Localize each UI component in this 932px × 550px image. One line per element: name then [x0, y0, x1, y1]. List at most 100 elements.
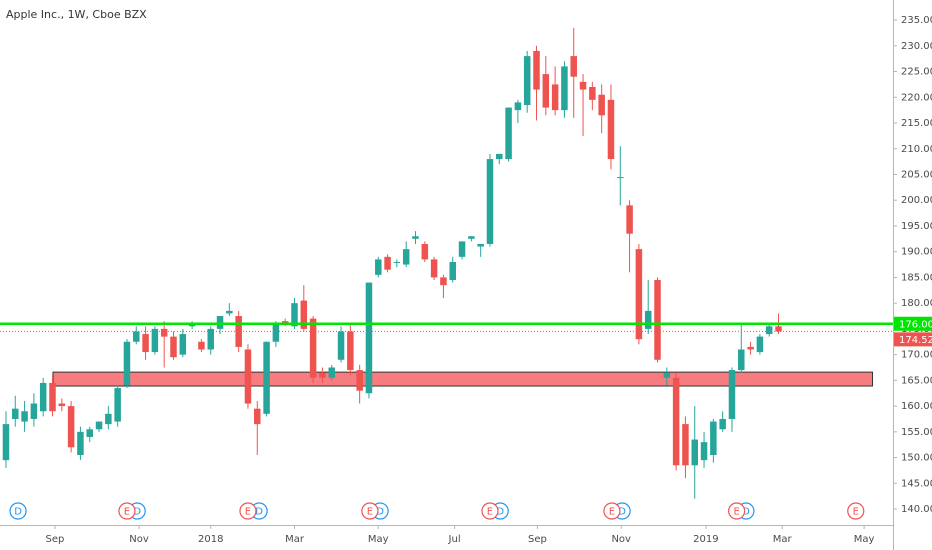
candle-body — [347, 331, 354, 371]
candle-body — [30, 403, 38, 419]
x-tick-label: Sep — [45, 534, 64, 545]
x-tick-label: Nov — [129, 534, 149, 545]
candle-body — [67, 406, 75, 448]
candle-body — [570, 56, 577, 77]
candle-body — [375, 259, 382, 275]
candle-body — [626, 205, 633, 234]
candle-body — [77, 431, 84, 455]
x-tick-label: 2018 — [198, 534, 223, 545]
candle-body — [644, 310, 652, 329]
candle-body — [728, 370, 736, 419]
event-marker — [847, 502, 865, 520]
x-tick-label: May — [854, 534, 875, 545]
y-tick-label: 165.00 — [901, 375, 932, 386]
event-label: D — [376, 507, 384, 518]
candle-body — [505, 107, 512, 160]
candle-body — [468, 236, 475, 239]
candle-body — [412, 236, 419, 239]
level-badge — [894, 316, 932, 331]
candle-body — [775, 326, 782, 332]
event-label: E — [245, 507, 251, 518]
candle-body — [496, 153, 503, 160]
candle-body — [747, 346, 754, 350]
candle-body — [198, 341, 205, 350]
y-tick-label: 150.00 — [901, 453, 932, 464]
candle-body — [579, 81, 587, 90]
candle-body — [123, 341, 131, 386]
candle-body — [393, 261, 401, 263]
candle-body — [533, 50, 540, 90]
event-marker — [603, 502, 621, 520]
candle-body — [589, 86, 596, 100]
candle-body — [133, 331, 140, 342]
candle-body — [160, 328, 168, 337]
candle-body — [654, 280, 661, 360]
candle-body — [263, 341, 270, 414]
candle-body — [765, 326, 773, 335]
candle-body — [170, 336, 177, 358]
candle-body — [244, 349, 252, 404]
event-label: D — [14, 507, 22, 518]
candle-body — [337, 331, 345, 360]
event-label: D — [742, 507, 750, 518]
candle-body — [300, 300, 308, 329]
y-tick-label: 140.00 — [901, 504, 932, 515]
x-tick-label: Nov — [611, 534, 631, 545]
candle-body — [440, 277, 447, 286]
event-marker — [239, 502, 257, 520]
event-label: E — [124, 507, 130, 518]
last-price-badge — [894, 332, 932, 347]
candle-body — [635, 249, 643, 340]
y-tick-label: 185.00 — [901, 272, 932, 283]
candle-body — [12, 408, 19, 419]
event-marker — [481, 502, 499, 520]
candle-body — [523, 56, 531, 105]
candle-body — [328, 367, 335, 378]
event-label: D — [255, 507, 263, 518]
event-label: E — [487, 507, 493, 518]
candle-body — [86, 429, 93, 437]
support-zone — [52, 371, 874, 387]
candle-body — [551, 84, 559, 111]
y-tick-label: 210.00 — [901, 144, 932, 155]
candle-body — [365, 282, 373, 394]
candle-body — [682, 424, 689, 466]
candle-body — [188, 323, 196, 327]
candle-body — [691, 439, 698, 466]
x-tick-label: Jul — [448, 534, 461, 545]
event-label: E — [367, 507, 373, 518]
level-label: 176.00 — [899, 319, 932, 330]
candle-body — [561, 66, 568, 111]
candle-body — [291, 303, 298, 327]
y-tick-label: 160.00 — [901, 401, 932, 412]
candle-body — [514, 102, 522, 111]
candle-body — [309, 318, 317, 378]
y-tick-label: 190.00 — [901, 247, 932, 258]
event-label: E — [609, 507, 615, 518]
event-label: E — [853, 507, 859, 518]
event-label: D — [618, 507, 626, 518]
candle-body — [58, 403, 66, 407]
candle-body — [105, 413, 112, 425]
candle-body — [142, 334, 149, 353]
y-tick-label: 200.00 — [901, 195, 932, 206]
candle-body — [49, 382, 56, 412]
candle-body — [672, 377, 680, 466]
candle-body — [663, 372, 671, 378]
event-marker — [9, 502, 27, 520]
x-tick-label: Sep — [528, 534, 547, 545]
x-tick-label: Mar — [773, 534, 793, 545]
candle-body — [607, 99, 615, 160]
candle-body — [477, 243, 484, 247]
event-label: D — [496, 507, 504, 518]
candle-body — [39, 382, 47, 412]
candle-body — [281, 321, 289, 324]
y-tick-label: 230.00 — [901, 41, 932, 52]
y-tick-label: 155.00 — [901, 427, 932, 438]
y-tick-label: 195.00 — [901, 221, 932, 232]
x-tick-label: 2019 — [693, 534, 718, 545]
candle-body — [254, 408, 261, 425]
candle-body — [2, 424, 10, 461]
y-tick-label: 205.00 — [901, 169, 932, 180]
